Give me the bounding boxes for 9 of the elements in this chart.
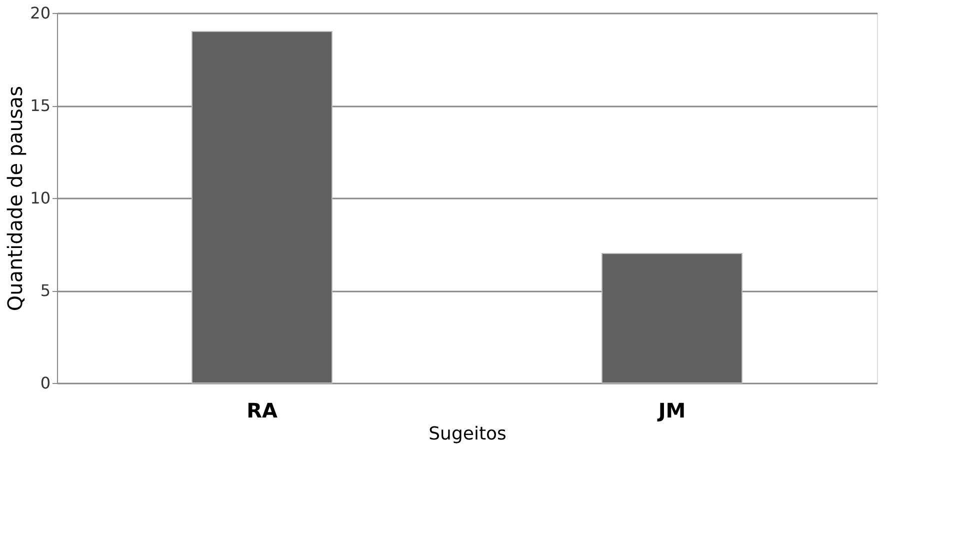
y-tick-label: 15 — [30, 96, 50, 115]
y-tick-label: 0 — [40, 374, 50, 392]
y-tick-label: 10 — [30, 188, 50, 208]
x-tick-label: JM — [656, 398, 686, 422]
y-tick-label: 20 — [30, 4, 50, 22]
x-tick-label: RA — [246, 398, 278, 422]
y-axis-title: Quantidade de pausas — [3, 86, 28, 312]
y-tick-label: 5 — [40, 281, 50, 300]
x-axis-title: Sugeitos — [428, 424, 506, 444]
